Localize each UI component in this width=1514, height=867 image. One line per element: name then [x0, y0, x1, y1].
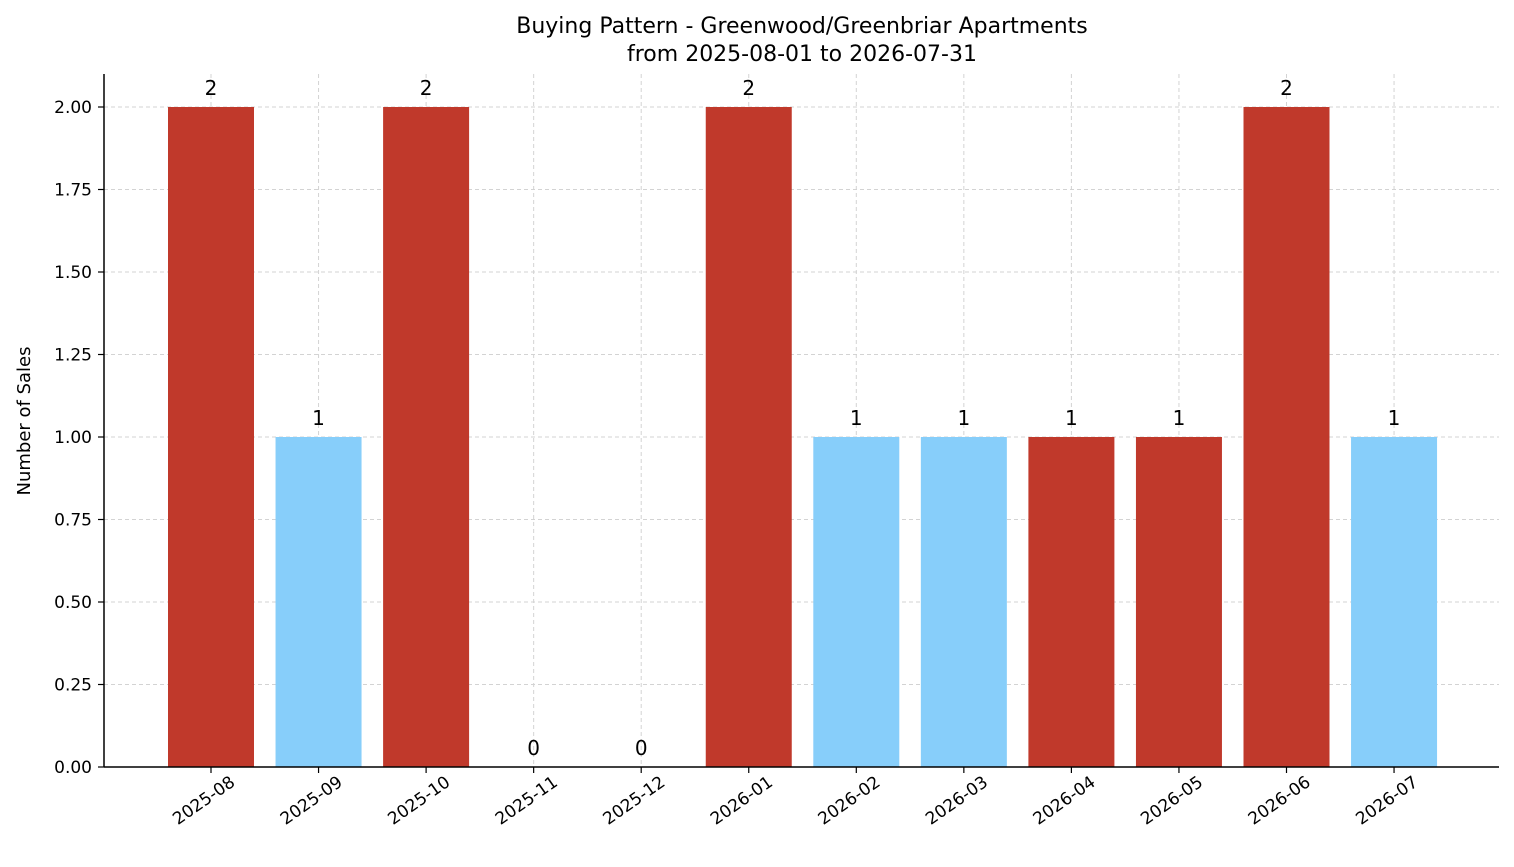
bar-2026-04 — [1028, 437, 1115, 767]
x-tick-label: 2025-09 — [277, 772, 347, 829]
chart-subtitle: from 2025-08-01 to 2026-07-31 — [627, 42, 977, 67]
x-tick-label: 2026-06 — [1245, 772, 1315, 829]
axis-layer — [98, 74, 1499, 773]
x-tick-label: 2025-12 — [600, 772, 670, 829]
data-label: 2 — [205, 76, 218, 100]
x-tick-label: 2026-03 — [922, 772, 992, 829]
title-layer: Buying Pattern - Greenwood/Greenbriar Ap… — [14, 14, 1088, 496]
data-label: 2 — [420, 76, 433, 100]
chart-title: Buying Pattern - Greenwood/Greenbriar Ap… — [516, 14, 1087, 39]
bar-2026-07 — [1351, 437, 1438, 767]
data-label: 1 — [957, 406, 970, 430]
y-tick-label: 0.00 — [54, 758, 92, 778]
data-label: 1 — [1388, 406, 1401, 430]
bar-2025-10 — [383, 107, 470, 767]
y-tick-label: 0.50 — [54, 593, 92, 613]
x-tick-label: 2026-05 — [1137, 772, 1207, 829]
y-tick-label: 2.00 — [54, 98, 92, 118]
data-label: 0 — [527, 736, 540, 760]
y-tick-label: 0.75 — [54, 511, 92, 531]
bar-2026-01 — [705, 107, 792, 767]
data-label: 0 — [635, 736, 648, 760]
x-tick-label: 2026-02 — [815, 772, 885, 829]
bar-2025-09 — [275, 437, 362, 767]
y-tick-label: 1.00 — [54, 428, 92, 448]
data-label: 1 — [1173, 406, 1186, 430]
data-label: 2 — [1280, 76, 1293, 100]
x-tick-label: 2025-11 — [492, 772, 562, 829]
y-axis-label: Number of Sales — [14, 346, 35, 495]
x-tick-label: 2026-07 — [1352, 772, 1422, 829]
bar-2026-06 — [1243, 107, 1330, 767]
bar-2026-02 — [813, 437, 900, 767]
data-label: 2 — [742, 76, 755, 100]
x-tick-label: 2025-10 — [384, 772, 454, 829]
data-label: 1 — [1065, 406, 1078, 430]
x-tick-label: 2026-04 — [1030, 772, 1100, 829]
data-label: 1 — [850, 406, 863, 430]
x-tick-label: 2025-08 — [169, 772, 239, 829]
bar-2026-03 — [920, 437, 1007, 767]
bar-layer — [168, 107, 1438, 767]
x-tick-label: 2026-01 — [707, 772, 777, 829]
y-tick-label: 1.25 — [54, 346, 92, 366]
bar-2026-05 — [1135, 437, 1222, 767]
data-label: 1 — [312, 406, 325, 430]
y-tick-label: 1.50 — [54, 263, 92, 283]
bar-2025-08 — [168, 107, 254, 767]
y-tick-label: 0.25 — [54, 676, 92, 696]
y-tick-label: 1.75 — [54, 181, 92, 201]
